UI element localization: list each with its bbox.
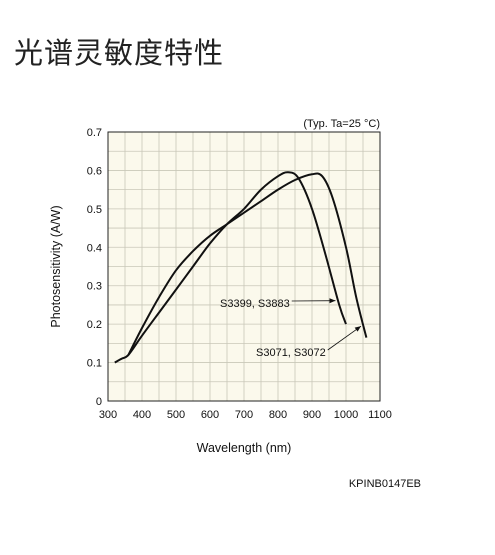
plot-frame [107,131,381,402]
annotation-leader-line [327,325,362,351]
series-layer [114,171,368,364]
x-tick-label: 300 [99,409,117,421]
y-tick-label: 0.6 [87,165,102,177]
figure-code: KPINB0147EB [349,478,421,490]
condition-note: (Typ. Ta=25 °C) [303,118,380,130]
y-axis-label: Photosensitivity (A/W) [49,205,63,327]
series-line-s3399-s3883 [114,171,347,364]
y-tick-label: 0.7 [87,127,102,139]
y-tick-label: 0.2 [87,319,102,331]
y-tick-label: 0.1 [87,358,102,370]
y-tick-label: 0.4 [87,242,102,254]
x-tick-label: 400 [133,409,151,421]
y-tick-label: 0.5 [87,204,102,216]
x-tick-label: 900 [303,409,321,421]
axis-ticks: 300 400 500 600 700 800 900 1000 1100 0 0.1 0.2 0.3 0… [87,127,392,421]
x-tick-label: 1100 [368,409,392,421]
annotation-arrowhead [329,298,336,304]
x-tick-label: 800 [269,409,287,421]
y-tick-label: 0.3 [87,281,102,293]
annotation-s3071-s3072: S3071, S3072 [256,347,326,359]
series-line-s3071-s3072 [127,172,368,356]
y-tick-label: 0 [96,396,102,408]
x-tick-label: 700 [235,409,253,421]
x-axis-label: Wavelength (nm) [197,441,292,455]
x-tick-label: 500 [167,409,185,421]
page-title: 光谱灵敏度特性 [14,36,225,70]
x-tick-label: 600 [201,409,219,421]
annotation-s3399-s3883: S3399, S3883 [220,298,290,310]
annotation-arrowhead [354,326,361,332]
x-tick-label: 1000 [334,409,358,421]
annotations: S3399, S3883 S3071, S3072 [220,298,362,359]
